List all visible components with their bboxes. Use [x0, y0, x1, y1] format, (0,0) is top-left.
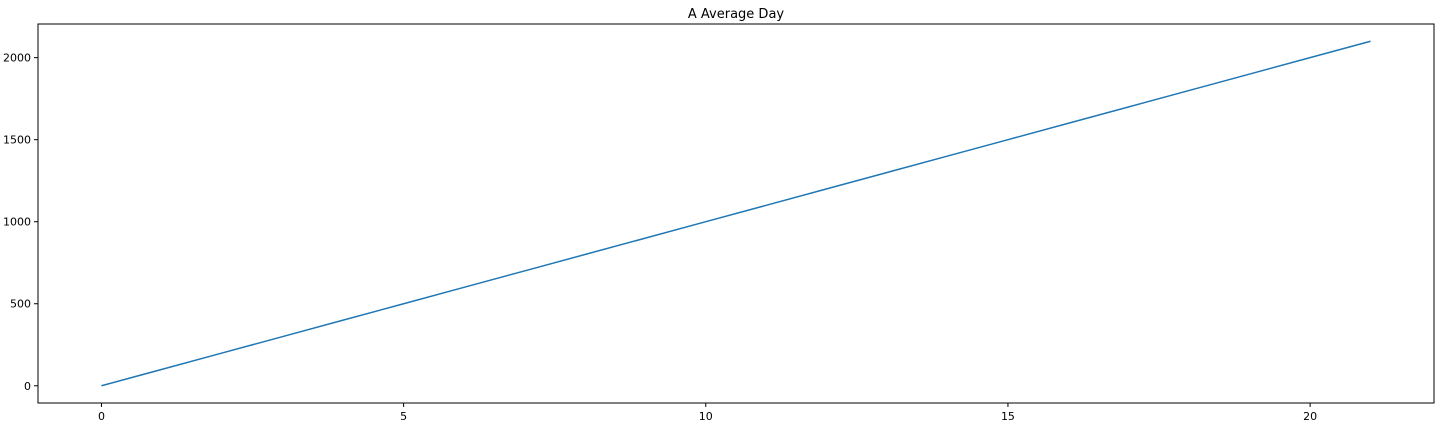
x-tick-label: 0: [98, 410, 105, 423]
x-tick-label: 10: [699, 410, 713, 423]
axes-frame: [37, 23, 1435, 404]
y-tick-label: 1000: [3, 216, 31, 229]
y-tick-label: 500: [10, 298, 31, 311]
x-tick-label: 5: [400, 410, 407, 423]
y-tick-label: 0: [24, 380, 31, 393]
y-tick-label: 1500: [3, 134, 31, 147]
x-tick-label: 15: [1001, 410, 1015, 423]
series-line: [101, 40, 1371, 387]
x-tick-label: 20: [1303, 410, 1317, 423]
y-tick-label: 2000: [3, 52, 31, 65]
plot-area: 0 5 10 15 20 0 500 1000 1500 2000: [3, 23, 1435, 423]
chart-title: A Average Day: [688, 7, 785, 22]
